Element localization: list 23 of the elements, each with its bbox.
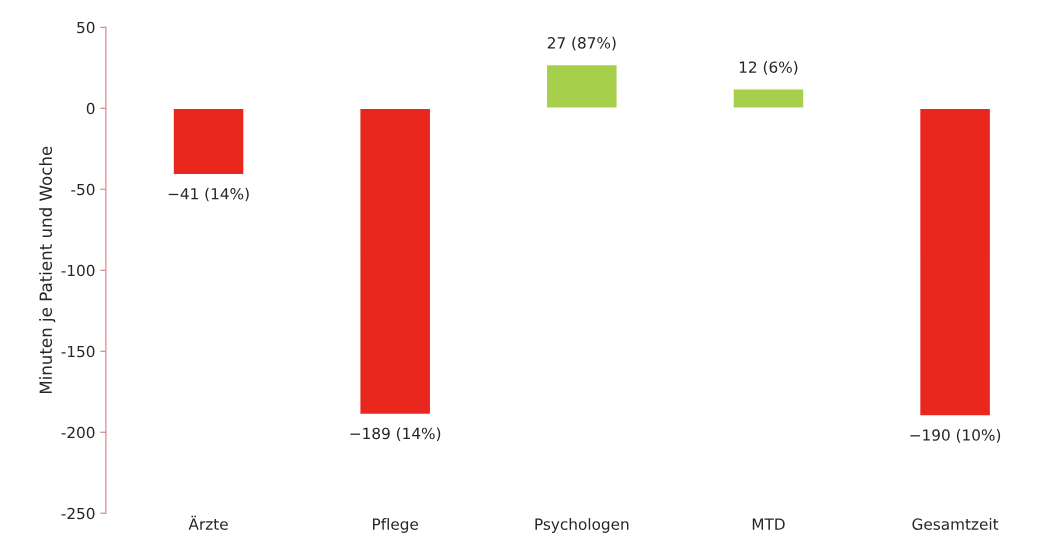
y-tick-label: -50 xyxy=(71,183,95,196)
data-label: −41 (14%) xyxy=(168,187,249,202)
x-tick-label: Psychologen xyxy=(535,518,629,533)
data-label: −190 (10%) xyxy=(910,429,1001,443)
x-tick-label: Gesamtzeit xyxy=(912,518,999,530)
y-tick-label: 50 xyxy=(77,21,95,34)
bar xyxy=(172,107,245,176)
x-tick-label: MTD xyxy=(752,518,785,530)
bar xyxy=(545,63,618,109)
y-tick-label: -200 xyxy=(61,426,95,439)
y-axis-title: Minuten je Patient und Woche xyxy=(39,146,56,394)
y-tick-label: -150 xyxy=(61,345,95,358)
data-label: 12 (6%) xyxy=(739,61,798,75)
data-label: −189 (14%) xyxy=(350,427,441,442)
data-label: 27 (87%) xyxy=(547,36,616,51)
bar xyxy=(732,88,805,109)
y-tick-label: -250 xyxy=(61,507,95,520)
bar xyxy=(359,107,432,416)
bar xyxy=(918,107,992,417)
y-tick-label: 0 xyxy=(86,102,95,115)
x-tick-label: Ärzte xyxy=(188,515,228,530)
y-tick-label: -100 xyxy=(61,264,95,277)
x-tick-label: Pflege xyxy=(373,518,419,533)
